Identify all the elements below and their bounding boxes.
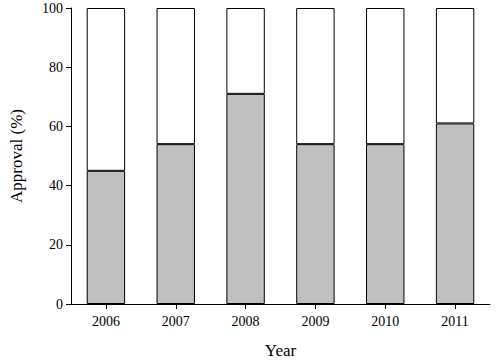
svg-text:2008: 2008 <box>232 314 260 329</box>
svg-text:2009: 2009 <box>301 314 329 329</box>
svg-text:100: 100 <box>42 1 63 16</box>
svg-text:Year: Year <box>265 341 297 360</box>
svg-text:2011: 2011 <box>441 314 468 329</box>
svg-text:20: 20 <box>49 237 63 252</box>
svg-text:2007: 2007 <box>162 314 190 329</box>
svg-text:0: 0 <box>56 297 63 312</box>
svg-text:60: 60 <box>49 119 63 134</box>
svg-text:Approval (%): Approval (%) <box>7 109 26 203</box>
svg-text:80: 80 <box>49 60 63 75</box>
svg-text:2010: 2010 <box>371 314 399 329</box>
svg-text:40: 40 <box>49 178 63 193</box>
svg-text:2006: 2006 <box>92 314 120 329</box>
